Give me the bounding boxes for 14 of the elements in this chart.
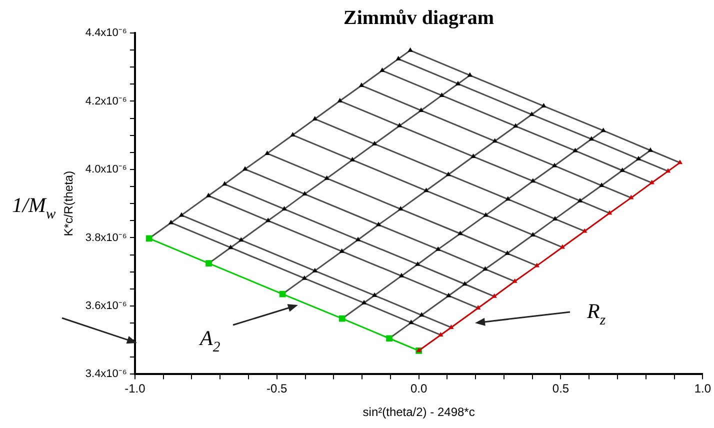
x-tick-label: -0.5 xyxy=(266,382,288,396)
x-tick-label: 0.0 xyxy=(410,382,428,396)
y-tick-label: 3.6x10⁻⁶ xyxy=(85,300,127,312)
y-tick-label: 4.2x10⁻⁶ xyxy=(85,95,127,108)
y-axis-title: K*c/R(theta) xyxy=(62,170,76,236)
x-tick-label: 1.0 xyxy=(694,382,712,396)
chart-title: Zimmův diagram xyxy=(344,7,494,29)
x-tick-label: -1.0 xyxy=(124,382,146,396)
y-tick-label: 3.4x10⁻⁶ xyxy=(85,368,127,380)
x-tick-label: 0.5 xyxy=(552,382,570,396)
y-tick-label: 4.0x10⁻⁶ xyxy=(85,164,127,176)
y-tick-label: 3.8x10⁻⁶ xyxy=(85,232,127,244)
y-tick-label: 4.4x10⁻⁶ xyxy=(85,27,127,40)
x-axis-title: sin²(theta/2) - 2498*c xyxy=(362,405,475,420)
